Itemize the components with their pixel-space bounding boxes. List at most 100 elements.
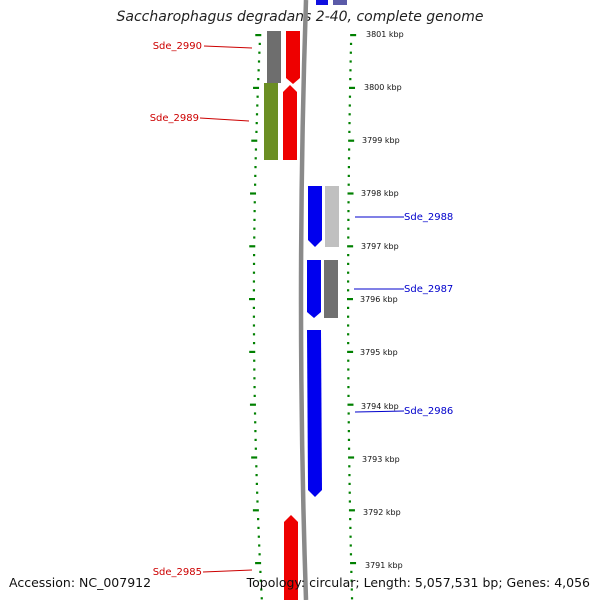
label-leaders [199, 45, 405, 573]
left-scale-minor-tick [255, 122, 258, 125]
gene-sde-2990-arrow[interactable] [286, 31, 300, 84]
left-scale-major-tick [253, 86, 260, 89]
gene-label-sde-2985[interactable]: Sde_2985 [153, 567, 202, 578]
right-scale-minor-tick [350, 597, 354, 600]
gene-label-sde-2989[interactable]: Sde_2989 [150, 113, 199, 124]
right-scale-minor-tick [348, 148, 351, 151]
right-scale-minor-tick [347, 342, 350, 345]
left-scale-minor-tick [254, 447, 257, 450]
right-scale-minor-tick [348, 474, 351, 477]
right-scale-major-tick [350, 562, 357, 565]
feature-darkgray[interactable] [324, 260, 338, 318]
feature-gray-top[interactable] [267, 31, 281, 83]
gene-labels: Sde_2990 Sde_2989 Sde_2988 Sde_2987 Sde_… [150, 41, 454, 578]
forward-strand [264, 31, 300, 600]
left-scale-minor-tick [254, 157, 257, 160]
left-scale-minor-tick [254, 148, 258, 151]
right-scale-major-tick [350, 34, 357, 37]
left-scale-minor-tick [252, 289, 256, 292]
left-scale-minor-tick [256, 95, 259, 98]
gene-sde-2989-arrow[interactable] [283, 85, 297, 160]
tick-labels: 3801 kbp 3800 kbp 3799 kbp 3798 kbp 3797… [360, 30, 404, 570]
left-scale-major-tick [251, 139, 258, 142]
accession-text: Accession: NC_007912 [9, 575, 152, 590]
left-scale-minor-tick [258, 544, 261, 547]
right-scale-minor-tick [347, 227, 350, 230]
left-scale-major-tick [249, 298, 256, 301]
left-scale-minor-tick [253, 386, 256, 389]
feature-lightgray[interactable] [325, 186, 339, 247]
left-scale-major-tick [249, 245, 256, 248]
right-scale-minor-tick [347, 210, 350, 213]
right-scale-minor-tick [349, 60, 352, 63]
left-scale-major-tick [251, 456, 258, 459]
gene-sde-2987-arrow[interactable] [307, 260, 321, 318]
right-scale-minor-tick [349, 544, 352, 547]
tick-label: 3800 kbp [364, 83, 402, 92]
left-scale-major-tick [255, 562, 262, 565]
gene-label-sde-2990[interactable]: Sde_2990 [153, 41, 202, 52]
left-scale-minor-tick [253, 227, 256, 230]
right-scale-minor-tick [350, 570, 353, 573]
left-scale-minor-tick [259, 570, 262, 573]
left-scale-minor-tick [259, 579, 262, 582]
left-scale-major-tick [255, 34, 262, 37]
feature-top-clip-2[interactable] [333, 0, 347, 5]
left-scale-minor-tick [257, 69, 260, 72]
gene-label-sde-2986[interactable]: Sde_2986 [404, 406, 453, 417]
tick-label: 3792 kbp [363, 508, 401, 517]
gene-sde-2988-arrow[interactable] [308, 186, 322, 247]
gene-sde-2985-arrow[interactable] [284, 515, 298, 600]
right-scale-minor-tick [348, 465, 351, 468]
right-scale-major-tick [347, 403, 354, 406]
topology-text: Topology: circular; Length: 5,057,531 bp… [246, 575, 590, 590]
gene-label-sde-2988[interactable]: Sde_2988 [404, 212, 453, 223]
right-scale-minor-tick [347, 368, 350, 371]
left-scale-minor-tick [252, 280, 256, 283]
feature-olive[interactable] [264, 83, 278, 160]
left-scale-minor-tick [253, 394, 256, 397]
left-scale-minor-tick [260, 588, 263, 591]
feature-top-clip[interactable] [316, 0, 328, 5]
right-scale-minor-tick [347, 289, 350, 292]
left-scale-minor-tick [252, 333, 256, 336]
right-scale-major-tick [347, 350, 354, 353]
left-scale-minor-tick [254, 183, 257, 186]
right-scale-major-tick [348, 509, 355, 512]
left-scale-minor-tick [252, 262, 256, 265]
right-scale-minor-tick [347, 394, 350, 397]
left-scale-minor-tick [253, 236, 256, 239]
leader-sde-2986 [354, 410, 405, 413]
right-scale-minor-tick [349, 518, 352, 521]
tick-label: 3797 kbp [361, 242, 399, 251]
left-scale-minor-tick [253, 412, 257, 415]
left-scale-major-tick [252, 509, 259, 512]
gene-label-sde-2987[interactable]: Sde_2987 [404, 284, 453, 295]
right-scale-major-tick [348, 456, 355, 459]
right-scale-minor-tick [347, 254, 350, 257]
left-scale-minor-tick [256, 491, 259, 494]
right-scale-minor-tick [349, 553, 353, 556]
left-scale-minor-tick [254, 166, 257, 169]
right-scale-minor-tick [350, 579, 353, 582]
tick-label: 3796 kbp [360, 295, 398, 304]
right-scale-minor-tick [347, 174, 350, 177]
right-scale-minor-tick [347, 157, 351, 160]
right-scale-major-tick [347, 298, 354, 301]
map-title: Saccharophagus degradans 2-40, complete … [116, 9, 484, 25]
right-scale-minor-tick [348, 500, 351, 503]
right-scale-minor-tick [348, 491, 351, 494]
left-scale-minor-tick [256, 500, 259, 503]
gene-sde-2986-arrow[interactable] [307, 330, 322, 497]
right-scale-minor-tick [347, 262, 350, 265]
left-scale-minor-tick [252, 254, 256, 257]
right-scale-major-tick [349, 86, 356, 89]
left-scale-minor-tick [253, 210, 256, 213]
right-scale-major-tick [347, 245, 354, 248]
right-scale-minor-tick [347, 359, 350, 362]
right-scale-minor-tick [347, 447, 351, 450]
tick-scales [249, 34, 357, 600]
right-scale-minor-tick [347, 236, 350, 239]
right-scale-minor-tick [348, 122, 351, 125]
right-scale-minor-tick [349, 42, 353, 45]
